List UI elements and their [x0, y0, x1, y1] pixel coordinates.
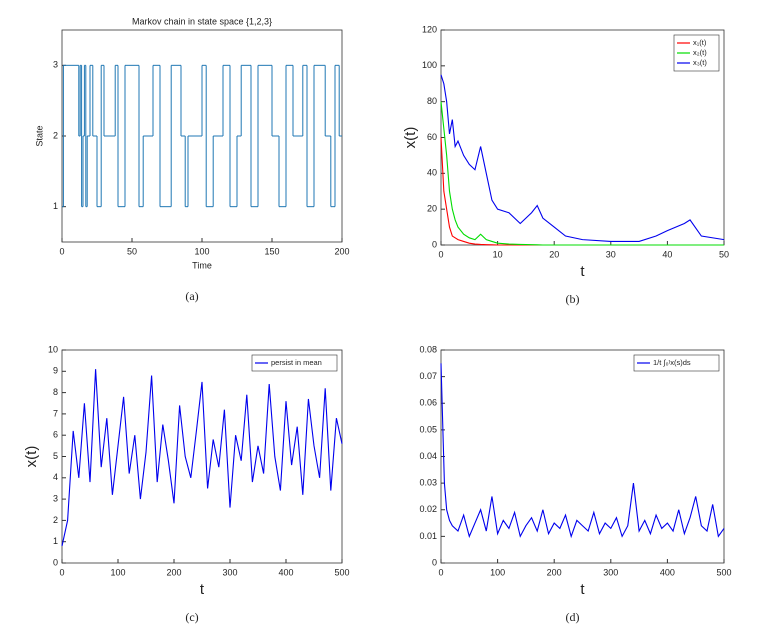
y-tick-label: 9 — [53, 366, 58, 376]
y-tick-label: 1 — [53, 536, 58, 546]
y-axis-label: x(t) — [402, 127, 419, 149]
legend-label: x₂(t) — [693, 48, 707, 57]
y-tick-label: 0.08 — [419, 344, 437, 354]
series-line — [440, 137, 724, 246]
y-tick-label: 0 — [432, 557, 437, 567]
caption: (a) — [185, 289, 198, 303]
y-tick-label: 0.07 — [419, 371, 437, 381]
y-tick-label: 8 — [53, 387, 58, 397]
y-tick-label: 5 — [53, 451, 58, 461]
legend-box — [633, 354, 720, 372]
x-tick-label: 300 — [222, 567, 237, 577]
x-tick-label: 100 — [490, 567, 505, 577]
y-tick-label: 0 — [432, 239, 437, 249]
series-line — [440, 74, 725, 242]
caption: (d) — [566, 610, 580, 624]
x-tick-label: 200 — [334, 246, 349, 256]
y-tick-label: 20 — [427, 204, 437, 214]
caption: (b) — [566, 292, 580, 306]
x-tick-label: 500 — [334, 567, 349, 577]
axes-frame — [440, 349, 725, 564]
y-tick-label: 6 — [53, 430, 58, 440]
x-tick-label: 20 — [549, 249, 559, 259]
y-tick-label: 0.03 — [419, 478, 437, 488]
y-tick-label: 1 — [53, 201, 58, 211]
caption: (c) — [185, 610, 198, 624]
x-tick-label: 40 — [662, 249, 672, 259]
x-tick-label: 300 — [603, 567, 618, 577]
y-tick-label: 80 — [427, 96, 437, 106]
x-axis-label: t — [580, 263, 585, 280]
y-tick-label: 4 — [53, 472, 58, 482]
x-axis-label: Time — [192, 260, 212, 270]
y-tick-label: 0.01 — [419, 531, 437, 541]
x-axis-label: t — [200, 581, 205, 598]
y-tick-label: 60 — [427, 132, 437, 142]
x-tick-label: 10 — [493, 249, 503, 259]
y-tick-label: 120 — [422, 24, 437, 34]
y-tick-label: 2 — [53, 515, 58, 525]
series-line — [440, 363, 725, 539]
legend-label: 1/t ∫₀ᵗx(s)ds — [653, 358, 691, 367]
x-tick-label: 0 — [438, 249, 443, 259]
y-axis-label: State — [34, 125, 44, 146]
y-tick-label: 2 — [53, 130, 58, 140]
y-tick-label: 3 — [53, 493, 58, 503]
y-tick-label: 40 — [427, 168, 437, 178]
legend-label: x₁(t) — [693, 38, 707, 47]
x-tick-label: 0 — [438, 567, 443, 577]
x-tick-label: 400 — [278, 567, 293, 577]
x-tick-label: 0 — [59, 567, 64, 577]
x-tick-label: 100 — [110, 567, 125, 577]
y-tick-label: 3 — [53, 60, 58, 70]
y-tick-label: 100 — [422, 60, 437, 70]
y-axis-label: x(t) — [23, 446, 40, 468]
series-line — [440, 101, 724, 246]
y-tick-label: 0.02 — [419, 504, 437, 514]
legend-label: x₃(t) — [693, 58, 707, 67]
x-tick-label: 200 — [166, 567, 181, 577]
series-line — [61, 369, 343, 547]
x-tick-label: 30 — [606, 249, 616, 259]
y-tick-label: 7 — [53, 408, 58, 418]
x-tick-label: 0 — [59, 246, 64, 256]
x-tick-label: 50 — [719, 249, 729, 259]
chart-title: Markov chain in state space {1,2,3} — [132, 16, 272, 26]
x-tick-label: 50 — [127, 246, 137, 256]
y-tick-label: 0 — [53, 557, 58, 567]
x-tick-label: 400 — [660, 567, 675, 577]
x-tick-label: 100 — [194, 246, 209, 256]
x-tick-label: 200 — [547, 567, 562, 577]
y-tick-label: 0.06 — [419, 398, 437, 408]
x-tick-label: 500 — [716, 567, 731, 577]
x-tick-label: 150 — [264, 246, 279, 256]
legend-label: persist in mean — [271, 358, 322, 367]
y-tick-label: 0.04 — [419, 451, 437, 461]
legend-box — [251, 354, 338, 372]
step-riser — [62, 65, 340, 207]
x-axis-label: t — [580, 581, 585, 598]
y-tick-label: 10 — [48, 344, 58, 354]
y-tick-label: 0.05 — [419, 424, 437, 434]
